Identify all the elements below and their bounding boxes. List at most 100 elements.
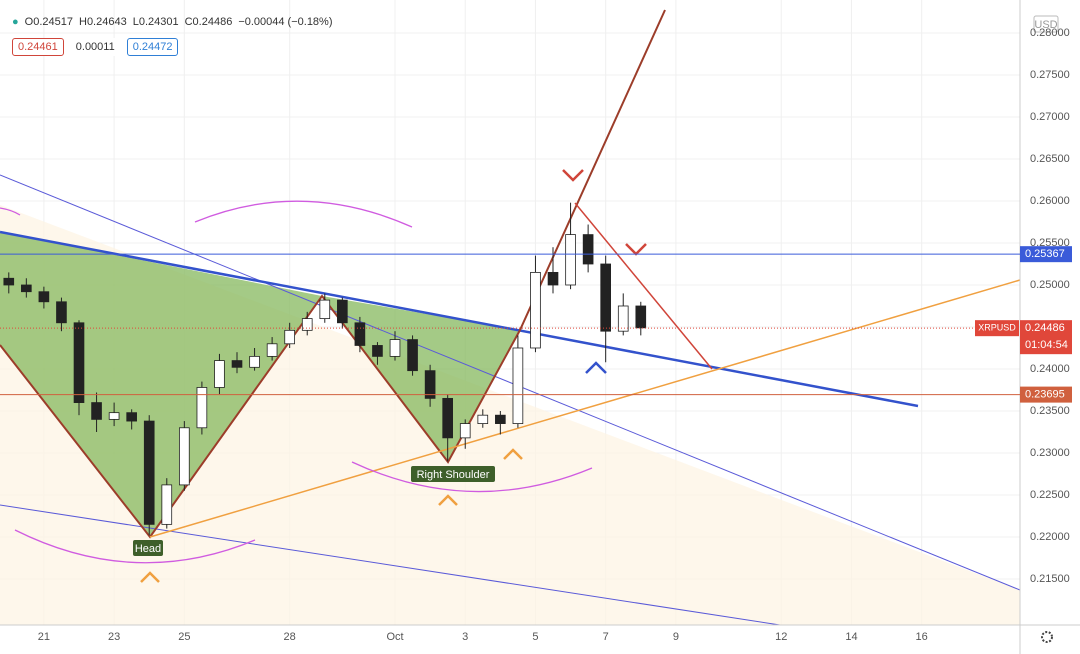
y-tick-label: 0.22000 xyxy=(1030,531,1070,543)
ohlc-value: 0.24486 xyxy=(192,16,233,28)
price-label: 0.25367 xyxy=(1025,248,1065,260)
ohlc-value: 0.24643 xyxy=(86,16,127,28)
y-tick-label: 0.23000 xyxy=(1030,447,1070,459)
candle-body xyxy=(196,387,208,429)
y-tick-label: 0.27500 xyxy=(1030,69,1070,81)
y-tick-label: 0.23500 xyxy=(1030,405,1070,417)
candle-body xyxy=(214,360,225,388)
y-tick-label: 0.27000 xyxy=(1030,111,1070,123)
candle-body xyxy=(600,263,611,332)
price-box xyxy=(1020,246,1072,263)
chevron xyxy=(140,571,160,583)
annotation: Right Shoulder xyxy=(417,469,490,481)
candle-body xyxy=(565,234,576,286)
candles xyxy=(3,202,647,536)
candle-body xyxy=(635,305,647,329)
candle-body xyxy=(459,423,471,439)
settings-icon[interactable] xyxy=(1041,631,1053,643)
ohlc-key: L xyxy=(132,16,139,28)
arcs xyxy=(0,200,593,564)
neckline xyxy=(0,230,919,408)
drawings: Head Right Shoulder xyxy=(0,9,1021,626)
candle-body xyxy=(91,402,102,420)
change: −0.00044 (−0.18%) xyxy=(238,16,333,28)
ohlc-key: H xyxy=(78,16,87,28)
candle-body xyxy=(337,299,348,324)
candle-body xyxy=(372,345,383,357)
candle-body xyxy=(161,484,173,525)
candle-body xyxy=(266,343,278,357)
ohlc-key: C xyxy=(184,16,193,28)
ohlc-value: 0.24301 xyxy=(138,16,179,28)
candle-body xyxy=(249,355,260,368)
pattern xyxy=(0,232,322,537)
label-box xyxy=(133,540,163,556)
candle-body xyxy=(582,234,594,265)
x-tick-label: 12 xyxy=(775,631,787,643)
x-tick-label: 3 xyxy=(462,631,468,643)
chevron xyxy=(503,448,523,460)
trendline xyxy=(149,279,1021,538)
candle-body xyxy=(21,284,32,293)
price-label: 0.23695 xyxy=(1025,389,1065,401)
y-tick-label: 0.25500 xyxy=(1030,237,1070,249)
ohlc-value: 0.24517 xyxy=(33,16,73,28)
chevron xyxy=(625,243,647,256)
candle-body xyxy=(143,420,155,525)
candle-body xyxy=(617,305,629,332)
candle-body xyxy=(301,318,313,331)
label-box xyxy=(411,466,495,482)
candle-body xyxy=(407,339,418,372)
y-tick-label: 0.22500 xyxy=(1030,489,1070,501)
candle-body xyxy=(108,412,120,420)
arc xyxy=(194,200,413,228)
candle-body xyxy=(73,322,85,403)
arc xyxy=(351,461,593,493)
annotation: Head xyxy=(135,543,161,555)
price-box xyxy=(1020,386,1072,403)
chevron xyxy=(562,169,584,182)
candle-body xyxy=(231,360,243,368)
x-tick-label: 5 xyxy=(532,631,538,643)
x-tick-label: Oct xyxy=(386,631,403,643)
gear xyxy=(1041,631,1053,643)
currency-box[interactable] xyxy=(1033,15,1059,33)
candle-body xyxy=(126,412,137,422)
candle-body xyxy=(495,414,506,424)
price-label: 0.24486 xyxy=(1025,322,1065,334)
chevron xyxy=(438,494,458,506)
candle-body xyxy=(530,271,541,349)
y-tick-label: 0.21500 xyxy=(1030,573,1070,585)
y-tick-label: 0.28000 xyxy=(1030,27,1070,39)
currency: USD xyxy=(1034,19,1057,31)
symbol: XRPUSD xyxy=(978,323,1016,333)
candle-body xyxy=(38,291,50,303)
y-tick-label: 0.25000 xyxy=(1030,279,1070,291)
x-tick-label: 7 xyxy=(603,631,609,643)
trendline xyxy=(0,174,1021,591)
chevron xyxy=(585,361,607,374)
chevrons xyxy=(140,169,647,583)
symbol-box xyxy=(975,320,1019,337)
candle-body xyxy=(547,271,559,286)
arc xyxy=(0,207,21,216)
header-boxes: 0.24461 0.00011 0.24472 xyxy=(12,38,179,56)
price-box xyxy=(1020,320,1072,355)
zigzag xyxy=(0,9,666,539)
candle-body xyxy=(284,329,295,345)
x-tick-label: 23 xyxy=(108,631,120,643)
candle-body xyxy=(389,339,401,357)
indicator-value: 0.24461 xyxy=(12,38,64,56)
x-tick-label: 14 xyxy=(845,631,857,643)
candle-body xyxy=(424,370,436,399)
candle-body xyxy=(512,347,524,424)
x-tick-label: 9 xyxy=(673,631,679,643)
arc xyxy=(14,529,256,564)
x-tick-label: 21 xyxy=(38,631,50,643)
y-tick-label: 0.26500 xyxy=(1030,153,1070,165)
indicator-value: 0.00011 xyxy=(69,38,121,56)
x-tick-label: 16 xyxy=(916,631,928,643)
candle-body xyxy=(319,299,331,319)
candle-body xyxy=(354,322,366,346)
